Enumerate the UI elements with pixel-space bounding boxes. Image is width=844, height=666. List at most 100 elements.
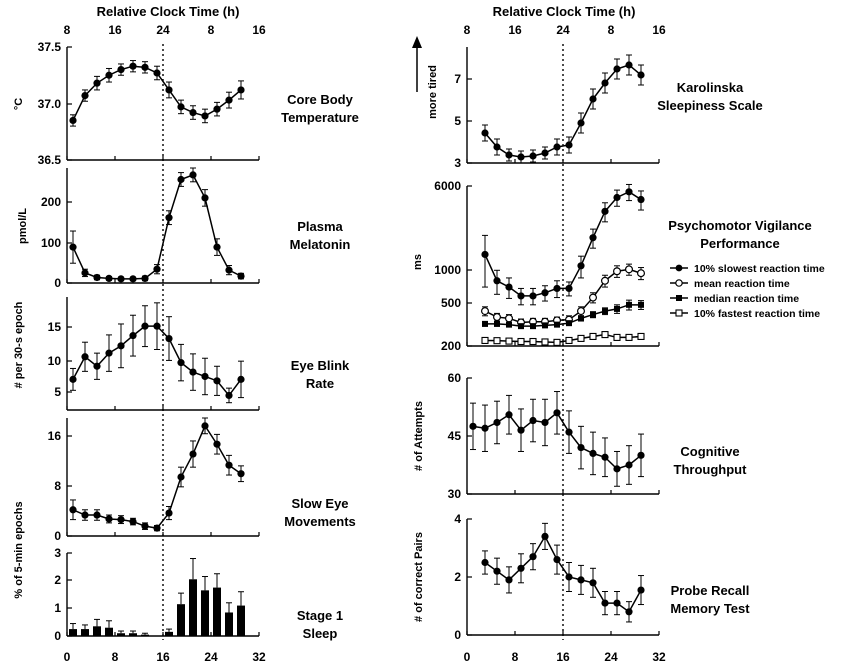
data-point bbox=[541, 532, 549, 541]
data-point bbox=[577, 444, 585, 452]
bottom-tick: 32 bbox=[252, 650, 266, 664]
data-point bbox=[494, 320, 500, 327]
y-tick-label: 6000 bbox=[434, 179, 461, 193]
data-point bbox=[505, 411, 513, 419]
data-point bbox=[129, 62, 137, 70]
top-tick: 16 bbox=[108, 23, 122, 37]
data-point bbox=[589, 234, 597, 242]
data-point bbox=[189, 368, 197, 376]
data-point bbox=[93, 511, 101, 519]
y-tick-label: 200 bbox=[441, 339, 461, 353]
data-point bbox=[201, 422, 209, 430]
legend-marker bbox=[676, 295, 682, 301]
data-point bbox=[225, 391, 233, 400]
data-point bbox=[601, 79, 609, 87]
data-point bbox=[237, 375, 245, 383]
data-point bbox=[189, 171, 197, 179]
data-point bbox=[589, 332, 597, 341]
data-point bbox=[529, 416, 537, 425]
top-tick: 24 bbox=[556, 23, 570, 37]
data-point bbox=[117, 516, 125, 524]
data-point bbox=[481, 424, 489, 432]
bottom-tick: 24 bbox=[204, 650, 218, 664]
data-point bbox=[614, 305, 620, 312]
data-point bbox=[530, 323, 536, 330]
bottom-tick: 0 bbox=[464, 650, 471, 664]
data-point bbox=[141, 322, 149, 330]
panel-6: 200 500 1000 6000 ms Psychomotor Vigilance Per… bbox=[412, 179, 825, 353]
top-tick: 8 bbox=[464, 23, 471, 37]
data-point bbox=[177, 103, 185, 111]
legend-label: median reaction time bbox=[694, 293, 799, 305]
data-point bbox=[565, 336, 573, 345]
data-point bbox=[225, 96, 233, 104]
top-tick: 24 bbox=[156, 23, 170, 37]
bar bbox=[69, 629, 77, 636]
data-point bbox=[553, 143, 561, 151]
y-tick-label: 8 bbox=[54, 479, 61, 493]
data-point bbox=[69, 243, 77, 251]
data-point bbox=[165, 334, 173, 343]
data-point bbox=[529, 152, 537, 160]
data-point bbox=[141, 522, 149, 530]
data-point bbox=[517, 564, 525, 572]
data-point bbox=[529, 553, 537, 561]
data-point bbox=[577, 576, 585, 584]
panel-title: Memory Test bbox=[670, 601, 750, 616]
panel-title: Temperature bbox=[281, 110, 359, 125]
data-point bbox=[505, 337, 513, 345]
y-tick-label: 45 bbox=[448, 429, 462, 443]
data-point bbox=[105, 274, 113, 282]
y-tick-label: 60 bbox=[448, 371, 462, 385]
data-point bbox=[213, 377, 221, 385]
top-ticks-right: 8 16 24 8 16 bbox=[464, 23, 666, 37]
data-point bbox=[602, 308, 608, 315]
data-point bbox=[69, 116, 77, 125]
bottom-ticks-right: 0 8 16 24 32 bbox=[464, 650, 666, 664]
data-point bbox=[177, 359, 185, 367]
data-point bbox=[481, 558, 489, 567]
legend-label: mean reaction time bbox=[694, 278, 790, 290]
data-point bbox=[141, 63, 149, 71]
y-tick-label: 15 bbox=[48, 320, 62, 334]
data-point bbox=[601, 453, 609, 461]
top-axis-title-left: Relative Clock Time (h) bbox=[97, 4, 240, 19]
bar bbox=[117, 633, 125, 636]
data-point bbox=[81, 511, 89, 519]
panel-title: Stage 1 bbox=[297, 608, 343, 623]
data-point bbox=[153, 69, 161, 77]
data-point bbox=[506, 321, 512, 328]
y-tick-label: 1000 bbox=[434, 263, 461, 277]
data-point bbox=[636, 269, 645, 278]
y-tick-label: 4 bbox=[454, 512, 461, 526]
data-point bbox=[576, 307, 585, 316]
data-point bbox=[69, 375, 77, 383]
bar bbox=[213, 587, 221, 636]
data-point bbox=[529, 337, 537, 346]
data-point bbox=[638, 301, 644, 308]
y-tick-label: 0 bbox=[54, 276, 61, 290]
y-tick-label: 37.5 bbox=[38, 40, 62, 54]
data-point bbox=[129, 517, 137, 526]
panel-title: Rate bbox=[306, 376, 334, 391]
data-point bbox=[517, 426, 525, 434]
more-tired-label: more tired bbox=[427, 65, 439, 119]
data-point bbox=[637, 586, 645, 594]
data-point bbox=[493, 277, 501, 285]
data-point bbox=[129, 275, 137, 283]
panel-1: 0 100 200 pmol/L Plasma Melatonin bbox=[17, 167, 350, 290]
data-point bbox=[566, 320, 572, 327]
data-point bbox=[625, 188, 633, 196]
bottom-ticks-left: 0 8 16 24 32 bbox=[64, 650, 266, 664]
data-point bbox=[626, 301, 632, 308]
y-tick-label: 0 bbox=[454, 628, 461, 642]
panel-title: Throughput bbox=[674, 462, 748, 477]
data-point bbox=[189, 108, 197, 117]
data-point bbox=[601, 331, 609, 339]
data-point bbox=[529, 292, 537, 300]
panel-title: Karolinska bbox=[677, 80, 744, 95]
data-point bbox=[553, 409, 561, 417]
data-point bbox=[541, 418, 549, 427]
data-point bbox=[542, 322, 548, 329]
panel-title: Performance bbox=[700, 236, 779, 251]
